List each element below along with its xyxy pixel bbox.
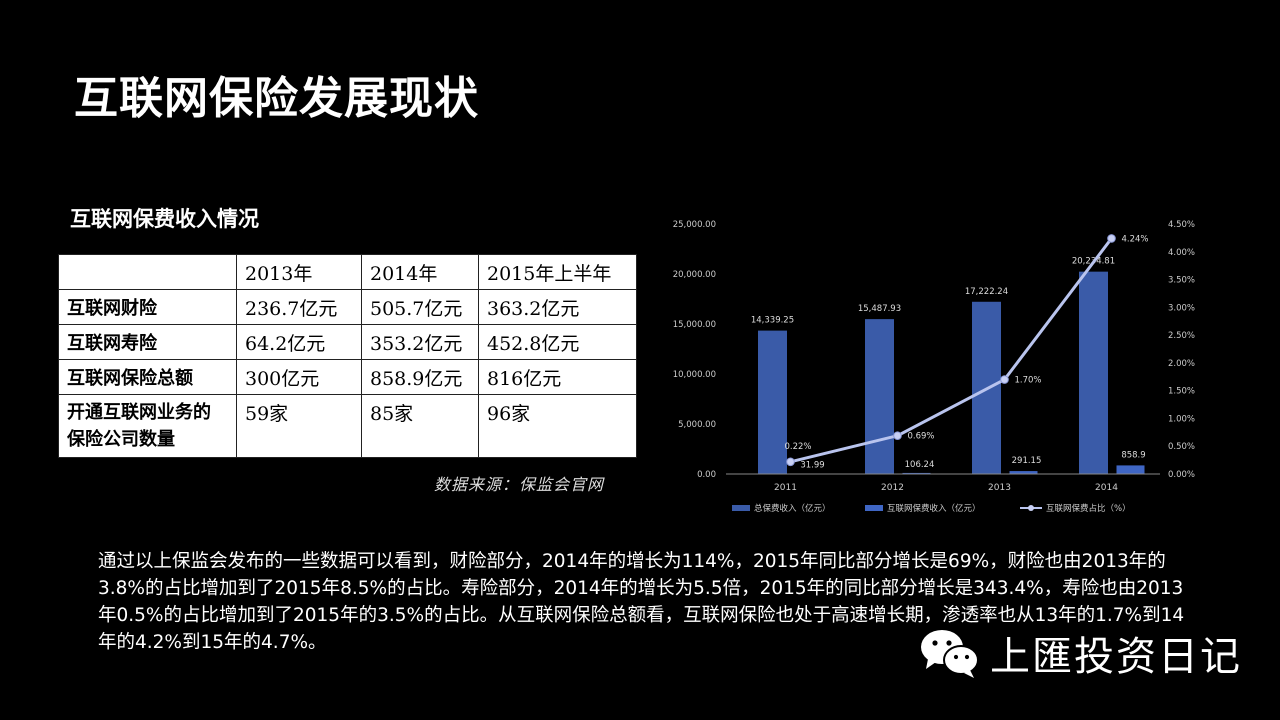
chart-line-point	[893, 431, 902, 440]
y-right-tick-label: 1.50%	[1168, 387, 1195, 397]
x-tick-label: 2013	[988, 483, 1011, 493]
x-tick-label: 2014	[1095, 483, 1118, 493]
chart-line-point	[1107, 234, 1116, 243]
watermark: 上匯投资日记	[918, 624, 1242, 682]
premium-table: 2013年 2014年 2015年上半年 互联网财险 236.7亿元 505.7…	[58, 254, 637, 458]
y-left-tick-label: 10,000.00	[673, 370, 716, 380]
y-right-tick-label: 4.50%	[1168, 220, 1195, 230]
table-row-label: 互联网寿险	[58, 324, 237, 360]
y-right-tick-label: 3.50%	[1168, 276, 1195, 286]
table-header-cell: 2015年上半年	[478, 254, 637, 290]
table-row-label: 互联网财险	[58, 289, 237, 325]
table-row-label: 开通互联网业务的保险公司数量	[58, 394, 237, 458]
table-cell: 300亿元	[236, 359, 362, 395]
table-header-cell	[58, 254, 237, 290]
y-left-tick-label: 5,000.00	[678, 420, 716, 430]
chart-data-label: 17,222.24	[965, 287, 1008, 297]
table-row: 互联网保险总额 300亿元 858.9亿元 816亿元	[58, 359, 637, 395]
chart-line-series	[790, 237, 1113, 464]
chart-data-label: 106.24	[905, 460, 935, 470]
legend-label: 互联网保费占比（%）	[1046, 503, 1131, 514]
data-source-note: 数据来源：保监会官网	[434, 475, 605, 494]
chart-bar	[1079, 271, 1108, 474]
chart-bar	[902, 472, 931, 474]
premium-chart: 0.00 5,000.00 10,000.00 15,000.00 20,000.00 2…	[673, 220, 1195, 514]
y-left-tick-label: 25,000.00	[673, 220, 716, 230]
chart-line-label: 0.22%	[785, 442, 812, 452]
table-cell: 96家	[478, 394, 637, 458]
table-cell: 85家	[361, 394, 479, 458]
table-row: 开通互联网业务的保险公司数量 59家 85家 96家	[58, 394, 637, 458]
y-right-tick-label: 4.00%	[1168, 248, 1195, 258]
table-cell: 452.8亿元	[478, 324, 637, 360]
analysis-paragraph: 通过以上保监会发布的一些数据可以看到，财险部分，2014年的增长为114%，20…	[98, 551, 1185, 653]
chart-line-label: 0.69%	[908, 432, 935, 442]
table-row: 互联网寿险 64.2亿元 353.2亿元 452.8亿元	[58, 324, 637, 360]
y-right-tick-label: 3.00%	[1168, 303, 1195, 313]
chart-line-label: 1.70%	[1015, 376, 1042, 386]
chart-data-label: 858.9	[1121, 450, 1145, 460]
x-tick-label: 2012	[881, 483, 904, 493]
chart-line-point	[1000, 375, 1009, 384]
chart-data-label: 15,487.93	[858, 304, 901, 314]
table-cell: 353.2亿元	[361, 324, 479, 360]
y-right-tick-label: 1.00%	[1168, 414, 1195, 424]
table-cell: 363.2亿元	[478, 289, 637, 325]
chart-line-point	[786, 457, 795, 467]
chart-bar	[758, 330, 787, 474]
y-right-tick-label: 0.50%	[1168, 442, 1195, 452]
chart-line-label: 4.24%	[1122, 234, 1149, 244]
chart-data-label: 14,339.25	[751, 316, 794, 326]
chart-data-label: 291.15	[1012, 456, 1042, 466]
table-header-cell: 2013年	[236, 254, 362, 290]
slide-title: 互联网保险发展现状	[74, 73, 479, 124]
wechat-icon	[921, 630, 979, 678]
y-right-tick-label: 0.00%	[1168, 470, 1195, 480]
table-cell: 816亿元	[478, 359, 637, 395]
watermark-text: 上匯投资日记	[990, 634, 1242, 680]
table-subtitle: 互联网保费收入情况	[70, 207, 259, 231]
y-left-tick-label: 20,000.00	[673, 270, 716, 280]
table-cell: 236.7亿元	[236, 289, 362, 325]
y-right-tick-label: 2.00%	[1168, 359, 1195, 369]
legend-label: 互联网保费收入（亿元）	[887, 503, 981, 514]
legend-swatch	[865, 505, 883, 511]
table-row: 互联网财险 236.7亿元 505.7亿元 363.2亿元	[58, 289, 637, 325]
chart-bar	[1009, 471, 1038, 474]
chart-data-label: 31.99	[800, 461, 824, 471]
legend-swatch	[732, 505, 750, 511]
legend-swatch-marker	[1028, 505, 1034, 511]
x-tick-label: 2011	[774, 483, 797, 493]
table-cell: 64.2亿元	[236, 324, 362, 360]
legend-label: 总保费收入（亿元）	[754, 503, 831, 514]
table-header-cell: 2014年	[361, 254, 479, 290]
table-row-label: 互联网保险总额	[58, 359, 237, 395]
y-left-tick-label: 0.00	[697, 470, 716, 480]
table-cell: 59家	[236, 394, 362, 458]
chart-bar	[865, 319, 894, 474]
y-right-tick-label: 2.50%	[1168, 331, 1195, 341]
table-cell: 858.9亿元	[361, 359, 479, 395]
table-header-row: 2013年 2014年 2015年上半年	[58, 254, 637, 290]
chart-bar	[1116, 465, 1145, 474]
table-cell: 505.7亿元	[361, 289, 479, 325]
y-left-tick-label: 15,000.00	[673, 320, 716, 330]
